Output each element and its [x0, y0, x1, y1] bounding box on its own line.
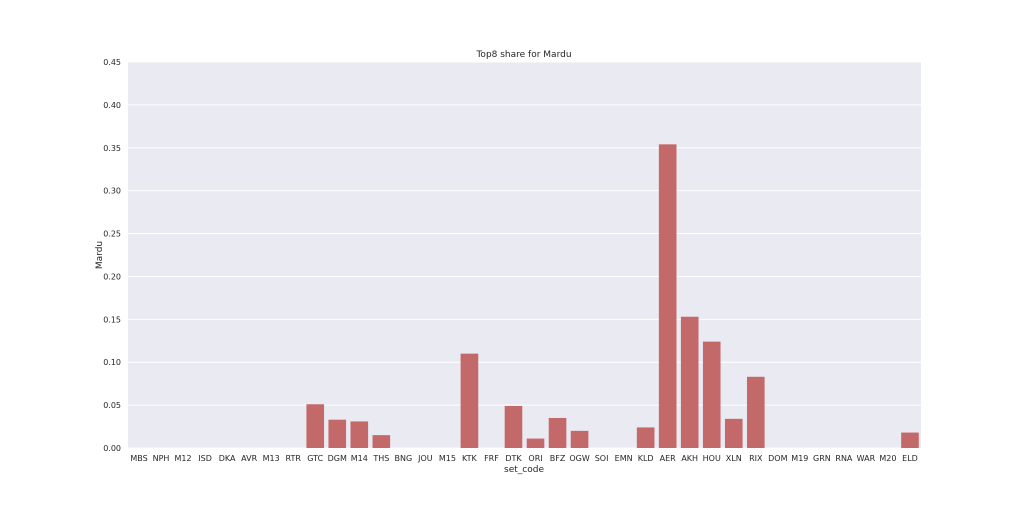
bar-aer [658, 144, 677, 448]
x-tick-label: KTK [462, 454, 478, 463]
bar-eld [901, 432, 919, 448]
x-tick-label: THS [372, 454, 389, 463]
y-axis-label: Mardu [95, 241, 105, 269]
bar-gtc [306, 404, 325, 448]
bar-akh [680, 316, 699, 448]
x-axis-label: set_code [504, 465, 544, 475]
x-tick-label: EMN [615, 454, 633, 463]
y-tick-label: 0.10 [103, 358, 121, 367]
x-tick-label: MBS [130, 454, 147, 463]
x-tick-label: AKH [681, 454, 698, 463]
y-tick-label: 0.05 [103, 401, 121, 410]
x-tick-label: FRF [484, 454, 499, 463]
y-tick-label: 0.20 [103, 272, 121, 281]
bar-ktk [460, 353, 479, 448]
x-tick-label: RIX [749, 454, 763, 463]
x-tick-label: GRN [813, 454, 831, 463]
y-tick-label: 0.45 [103, 58, 121, 67]
y-tick-label: 0.00 [103, 444, 121, 453]
bar-dtk [504, 405, 523, 448]
x-tick-label: M15 [439, 454, 456, 463]
y-tick-label: 0.25 [103, 230, 121, 239]
y-tick-labels: 0.00 0.05 0.10 0.15 0.20 0.25 0.30 0.35 0.40 0.45 [103, 58, 121, 453]
bars [306, 144, 919, 448]
bar-rix [746, 376, 765, 448]
x-tick-label: HOU [703, 454, 721, 463]
x-tick-label: BNG [395, 454, 413, 463]
x-tick-label: DOM [768, 454, 787, 463]
x-tick-label: M13 [263, 454, 280, 463]
chart-title: Top8 share for Mardu [475, 50, 571, 60]
x-tick-label: RNA [835, 454, 853, 463]
x-tick-labels: MBS NPH M12 ISD DKA AVR M13 RTR GTC DGM M14 THS BNG J… [130, 454, 917, 463]
x-tick-label: DGM [328, 454, 347, 463]
x-tick-label: SOI [595, 454, 609, 463]
y-tick-label: 0.40 [103, 101, 121, 110]
x-tick-label: GTC [307, 454, 323, 463]
x-tick-label: AVR [241, 454, 257, 463]
x-tick-label: XLN [726, 454, 742, 463]
bar-m14 [350, 421, 369, 448]
x-tick-label: ELD [902, 454, 918, 463]
x-tick-label: ORI [528, 454, 542, 463]
bar-ths [372, 435, 391, 448]
x-tick-label: M20 [879, 454, 896, 463]
bar-ogw [570, 430, 589, 448]
gridlines [128, 61, 921, 449]
bar-dgm [328, 419, 347, 448]
y-tick-label: 0.30 [103, 187, 121, 196]
x-tick-label: ISD [198, 454, 212, 463]
y-tick-label: 0.15 [103, 315, 121, 324]
bar-ori [526, 438, 545, 448]
x-tick-label: DTK [505, 454, 522, 463]
x-tick-label: RTR [285, 454, 301, 463]
bar-xln [724, 418, 743, 448]
x-tick-label: BFZ [550, 454, 566, 463]
x-tick-label: JOU [417, 454, 433, 463]
bar-hou [702, 341, 721, 448]
bar-bfz [548, 417, 567, 448]
x-tick-label: OGW [569, 454, 589, 463]
y-tick-label: 0.35 [103, 144, 121, 153]
x-tick-label: M12 [175, 454, 192, 463]
x-tick-label: M19 [791, 454, 808, 463]
x-tick-label: M14 [351, 454, 368, 463]
plot-area [128, 62, 921, 448]
x-tick-label: AER [660, 454, 677, 463]
x-tick-label: NPH [153, 454, 170, 463]
x-tick-label: DKA [219, 454, 236, 463]
bar-kld [636, 427, 655, 448]
x-tick-label: WAR [857, 454, 876, 463]
x-tick-label: KLD [638, 454, 654, 463]
